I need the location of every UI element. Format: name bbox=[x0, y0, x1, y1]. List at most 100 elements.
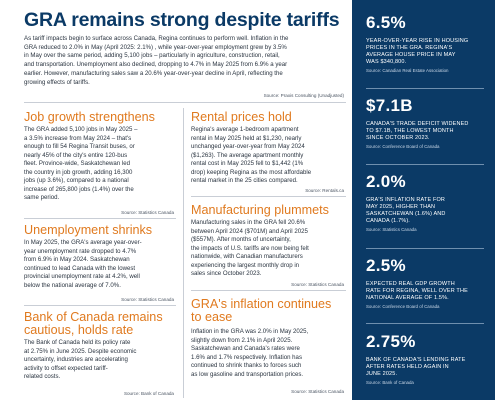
stat-source: Source: Bank of Canada bbox=[366, 380, 414, 385]
stat-desc-line: to $7.1B, the lowest month bbox=[366, 128, 454, 134]
body-line: unchanged year-over-year from May 2024 bbox=[191, 143, 305, 151]
stat-desc-line: Expected real GDP growth bbox=[366, 281, 455, 287]
body-line: activity to offset expected tariff- bbox=[24, 364, 108, 372]
intro-paragraph: As tariff impacts begin to surface acros… bbox=[24, 35, 346, 87]
unemployment-body: In May 2025, the GRA's average year-over… bbox=[24, 239, 180, 290]
intro-line: As tariff impacts begin to surface acros… bbox=[24, 35, 289, 42]
body-line: the impacts of U.S. tariffs are now bein… bbox=[191, 244, 309, 252]
heading-line: Bank of Canada remains bbox=[24, 310, 163, 324]
stat-desc-line: Bank of Canada's lending rate bbox=[366, 357, 466, 363]
stat-desc-line: after rates held again in bbox=[366, 364, 449, 370]
stat-description: Canada's trade deficit widened to $7.1B,… bbox=[366, 121, 486, 142]
sidebar-divider bbox=[366, 323, 484, 324]
body-line: from 6.9% in May 2024. Saskatchewan bbox=[24, 256, 130, 264]
page-title: GRA remains strong despite tariffs bbox=[24, 9, 340, 31]
body-line: a 3.5% increase from May 2024 – that's bbox=[24, 134, 132, 142]
stat-desc-line: national average of 1.5%. bbox=[366, 295, 449, 301]
stat-desc-line: was $340,800. bbox=[366, 59, 407, 65]
stat-desc-line: average house price in May bbox=[366, 52, 456, 58]
manufacturing-heading: Manufacturing plummets bbox=[191, 203, 329, 217]
body-line: drop) keeping Regina as the most afforda… bbox=[191, 168, 312, 176]
stat-gdp-growth: 2.5% Expected real GDP growth rate for R… bbox=[366, 256, 486, 310]
stat-desc-line: Canada (1.7%). bbox=[366, 218, 410, 224]
body-line: Inflation in the GRA was 2.0% in May 202… bbox=[191, 328, 309, 335]
divider bbox=[24, 218, 176, 219]
divider bbox=[24, 102, 346, 103]
body-line: Manufacturing sales in the GRA fell 20.6… bbox=[191, 219, 306, 226]
body-line: provincial unemployment rate at 4.2%, we… bbox=[24, 273, 140, 281]
body-line: uncertainty, industries are accelerating bbox=[24, 356, 128, 364]
stat-source: Source: Canadian Real Estate Association bbox=[366, 68, 449, 73]
body-line: between April 2024 ($701M) and April 202… bbox=[191, 227, 308, 235]
stat-description: GRA's inflation rate for May 2025, highe… bbox=[366, 197, 486, 225]
body-line: 1.6% and 1.7% respectively. Inflation ha… bbox=[191, 353, 302, 361]
heading-line: cautious, holds rate bbox=[24, 323, 134, 337]
intro-line: growing effects of tariffs. bbox=[24, 78, 90, 86]
stat-desc-line: GRA's inflation rate for bbox=[366, 197, 446, 203]
divider bbox=[24, 305, 176, 306]
inflation-source: Source: Statistics Canada bbox=[291, 389, 344, 394]
stat-value: 2.75% bbox=[366, 332, 416, 351]
bank-of-canada-heading: Bank of Canada remains cautious, holds r… bbox=[24, 311, 163, 337]
body-line: related costs. bbox=[24, 373, 61, 381]
body-line: enough to fill 54 Regina Transit buses, … bbox=[24, 143, 135, 151]
inflation-heading: GRA's inflation continues to ease bbox=[191, 298, 331, 324]
body-line: fleet. Province-wide, Saskatchewan led bbox=[24, 160, 131, 168]
rental-prices-source: Source: Rentals.ca bbox=[305, 188, 344, 193]
heading-line: GRA's inflation continues bbox=[191, 297, 332, 311]
intro-source: Source: Praxis Consulting (Unadjusted) bbox=[263, 93, 344, 98]
job-growth-source: Source: Statistics Canada bbox=[121, 210, 174, 215]
body-line: nationwide, with Canadian manufacturers bbox=[191, 253, 303, 261]
body-line: nearly 45% of the city's entire 120-bus bbox=[24, 151, 128, 159]
stat-description: Year-over-year rise in housing prices in… bbox=[366, 38, 486, 66]
manufacturing-source: Source: Statistics Canada bbox=[291, 282, 344, 287]
body-line: The GRA added 5,100 jobs in May 2025 – bbox=[24, 126, 138, 133]
body-line: jobs (up 3.6%), compared to a national bbox=[24, 177, 129, 185]
intro-line: and transportation. Unemployment also de… bbox=[24, 61, 288, 69]
stat-desc-line: rate for Regina, well over the bbox=[366, 288, 468, 294]
bank-of-canada-source: Source: Bank of Canada bbox=[123, 391, 174, 396]
stat-value: 2.0% bbox=[366, 172, 406, 191]
stats-sidebar: 6.5% Year-over-year rise in housing pric… bbox=[352, 0, 495, 400]
stat-description: Expected real GDP growth rate for Regina… bbox=[366, 281, 486, 302]
body-line: ($1,263). The average apartment monthly bbox=[191, 151, 304, 159]
bank-of-canada-body: The Bank of Canada held its policy rate … bbox=[24, 339, 180, 382]
manufacturing-body: Manufacturing sales in the GRA fell 20.6… bbox=[191, 219, 349, 279]
sidebar-divider bbox=[366, 164, 484, 165]
rental-prices-body: Regina's average 1-bedroom apartment ren… bbox=[191, 126, 349, 186]
divider bbox=[191, 290, 346, 291]
body-line: rental in May 2025 held at $1,230, nearl… bbox=[191, 134, 302, 142]
body-line: rental cost in May 2025 fell to $1,442 (… bbox=[191, 160, 304, 168]
heading-line: to ease bbox=[191, 310, 233, 324]
body-line: below the national average of 7.0%. bbox=[24, 281, 121, 289]
body-line: slightly down from 2.1% in April 2025. bbox=[191, 336, 293, 344]
body-line: continued to lead Canada with the lowest bbox=[24, 264, 136, 272]
body-line: rental market in the 25 cities compared. bbox=[191, 177, 298, 185]
job-growth-heading: Job growth strengthens bbox=[24, 110, 155, 124]
stat-desc-line: prices in the GRA. Regina's bbox=[366, 45, 453, 51]
body-line: Saskatchewan and Canada's rates were bbox=[191, 345, 300, 353]
stat-desc-line: May 2025, higher than bbox=[366, 204, 436, 210]
body-line: Regina's average 1-bedroom apartment bbox=[191, 126, 299, 133]
main-content: GRA remains strong despite tariffs As ta… bbox=[24, 9, 349, 398]
body-line: sales since October 2023. bbox=[191, 270, 262, 278]
rental-prices-heading: Rental prices hold bbox=[191, 110, 292, 124]
stat-desc-line: Canada's trade deficit widened bbox=[366, 121, 469, 127]
body-line: increase of 265,800 jobs (1.4%) over the bbox=[24, 185, 134, 193]
stat-source: Source: Conference Board of Canada bbox=[366, 144, 440, 149]
stat-desc-line: June 2025. bbox=[366, 371, 398, 377]
body-line: In May 2025, the GRA's average year-over… bbox=[24, 239, 142, 246]
body-line: The Bank of Canada held its policy rate bbox=[24, 339, 131, 346]
body-line: experiencing the largest monthly drop in bbox=[191, 261, 300, 269]
body-line: year unemployment rate dropped to 4.7% bbox=[24, 247, 137, 255]
body-line: the country in job growth, adding 16,300 bbox=[24, 168, 133, 176]
stat-desc-line: Year-over-year rise in housing bbox=[366, 38, 469, 44]
intro-line: earlier. However, manufacturing sales sa… bbox=[24, 69, 283, 77]
body-line: ($557M). After months of uncertainty, bbox=[191, 236, 291, 244]
unemployment-source: Source: Statistics Canada bbox=[121, 297, 174, 302]
body-line: continued to shrink thanks to forces suc… bbox=[191, 362, 302, 370]
stat-source: Source: Conference Board of Canada bbox=[366, 304, 440, 309]
stat-value: 6.5% bbox=[366, 13, 406, 32]
stat-value: 2.5% bbox=[366, 256, 406, 275]
sidebar-divider bbox=[366, 88, 484, 89]
